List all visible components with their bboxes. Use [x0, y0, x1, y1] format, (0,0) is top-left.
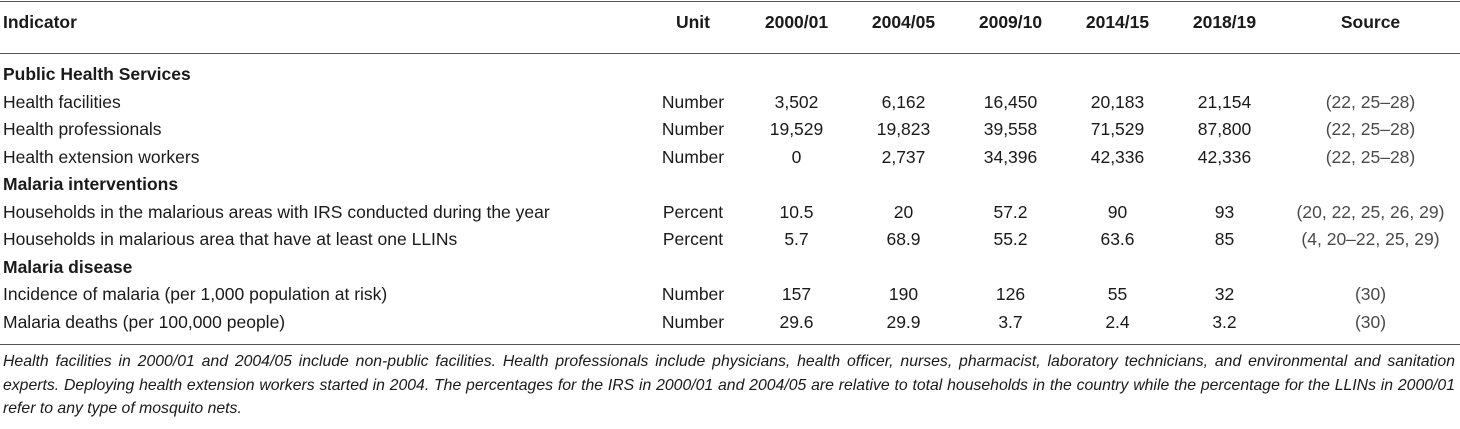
value-cell: 57.2	[993, 201, 1028, 222]
unit-cell: Percent	[662, 229, 724, 250]
unit-cell: Number	[661, 284, 725, 305]
unit-cell: Number	[661, 91, 725, 112]
header-unit: Unit	[675, 12, 711, 32]
table-row: Incidence of malaria (per 1,000 populati…	[0, 281, 1460, 309]
top-rule	[0, 1, 1460, 2]
table-row: Health extension workers Number 0 2,737 34,3…	[0, 144, 1460, 172]
table-body: Public Health Services Health facilities N…	[0, 42, 1460, 336]
table-footnote: Health facilities in 2000/01 and 2004/05…	[3, 353, 1455, 417]
source-cell: (22, 25–28)	[1325, 91, 1416, 112]
value-cell: 85	[1214, 229, 1235, 250]
value-cell: 20	[893, 201, 914, 222]
unit-cell: Number	[661, 311, 725, 332]
indicator-cell: Health professionals	[3, 119, 162, 140]
value-cell: 93	[1214, 201, 1235, 222]
value-cell: 55	[1107, 284, 1128, 305]
indicator-cell: Health extension workers	[3, 146, 200, 167]
header-year: 2014/15	[1085, 12, 1150, 32]
indicator-cell: Households in malarious area that have a…	[3, 229, 458, 250]
section-title: Malaria interventions	[3, 174, 179, 195]
value-cell: 0	[791, 146, 802, 167]
value-cell: 21,154	[1197, 91, 1252, 112]
source-cell: (30)	[1354, 284, 1387, 305]
value-cell: 90	[1107, 201, 1128, 222]
value-cell: 3.7	[998, 311, 1023, 332]
value-cell: 55.2	[993, 229, 1028, 250]
bottom-rule	[0, 344, 1460, 345]
value-cell: 20,183	[1090, 91, 1145, 112]
value-cell: 39,558	[983, 119, 1038, 140]
source-cell: (20, 22, 25, 26, 29)	[1296, 201, 1445, 222]
indicator-cell: Malaria deaths (per 100,000 people)	[3, 311, 286, 332]
header-year: 2004/05	[871, 12, 936, 32]
unit-cell: Number	[661, 119, 725, 140]
indicator-cell: Health facilities	[3, 91, 121, 112]
header-year: 2018/19	[1192, 12, 1257, 32]
value-cell: 16,450	[983, 91, 1038, 112]
source-cell: (30)	[1354, 311, 1387, 332]
value-cell: 87,800	[1197, 119, 1252, 140]
data-table: Indicator Unit 2000/01 2004/05 2009/10 2…	[0, 12, 1460, 336]
value-cell: 42,336	[1197, 146, 1252, 167]
value-cell: 2,737	[881, 146, 926, 167]
header-year: 2009/10	[978, 12, 1043, 32]
value-cell: 71,529	[1090, 119, 1145, 140]
value-cell: 6,162	[881, 91, 926, 112]
table-row: Households in the malarious areas with I…	[0, 199, 1460, 227]
value-cell: 190	[888, 284, 919, 305]
header-rule	[0, 53, 1460, 54]
indicator-cell: Incidence of malaria (per 1,000 populati…	[3, 284, 388, 305]
section-title: Public Health Services	[3, 64, 191, 85]
value-cell: 19,823	[876, 119, 931, 140]
value-cell: 5.7	[784, 229, 809, 250]
table-row: Health professionals Number 19,529 19,823 39…	[0, 116, 1460, 144]
value-cell: 32	[1214, 284, 1235, 305]
indicator-cell: Households in the malarious areas with I…	[3, 201, 550, 222]
value-cell: 3.2	[1212, 311, 1237, 332]
section-row: Malaria disease	[0, 254, 1460, 282]
header-source: Source	[1340, 12, 1401, 32]
value-cell: 63.6	[1100, 229, 1135, 250]
source-cell: (22, 25–28)	[1325, 146, 1416, 167]
header-year: 2000/01	[764, 12, 829, 32]
value-cell: 3,502	[774, 91, 819, 112]
table-row: Malaria deaths (per 100,000 people) Numbe…	[0, 309, 1460, 337]
table-row: Households in malarious area that have a…	[0, 226, 1460, 254]
header-row: Indicator Unit 2000/01 2004/05 2009/10 2…	[0, 12, 1460, 42]
unit-cell: Number	[661, 146, 725, 167]
unit-cell: Percent	[662, 201, 724, 222]
section-row: Malaria interventions	[0, 171, 1460, 199]
source-cell: (22, 25–28)	[1325, 119, 1416, 140]
section-row: Public Health Services	[0, 61, 1460, 89]
value-cell: 2.4	[1105, 311, 1130, 332]
value-cell: 157	[781, 284, 812, 305]
value-cell: 10.5	[779, 201, 814, 222]
value-cell: 34,396	[983, 146, 1038, 167]
value-cell: 126	[995, 284, 1026, 305]
table-row: Health facilities Number 3,502 6,162 16,450 2…	[0, 89, 1460, 117]
value-cell: 29.9	[886, 311, 921, 332]
value-cell: 29.6	[779, 311, 814, 332]
section-title: Malaria disease	[3, 256, 133, 277]
value-cell: 19,529	[769, 119, 824, 140]
header-indicator: Indicator	[3, 12, 77, 32]
value-cell: 42,336	[1090, 146, 1145, 167]
source-cell: (4, 20–22, 25, 29)	[1301, 229, 1440, 250]
value-cell: 68.9	[886, 229, 921, 250]
